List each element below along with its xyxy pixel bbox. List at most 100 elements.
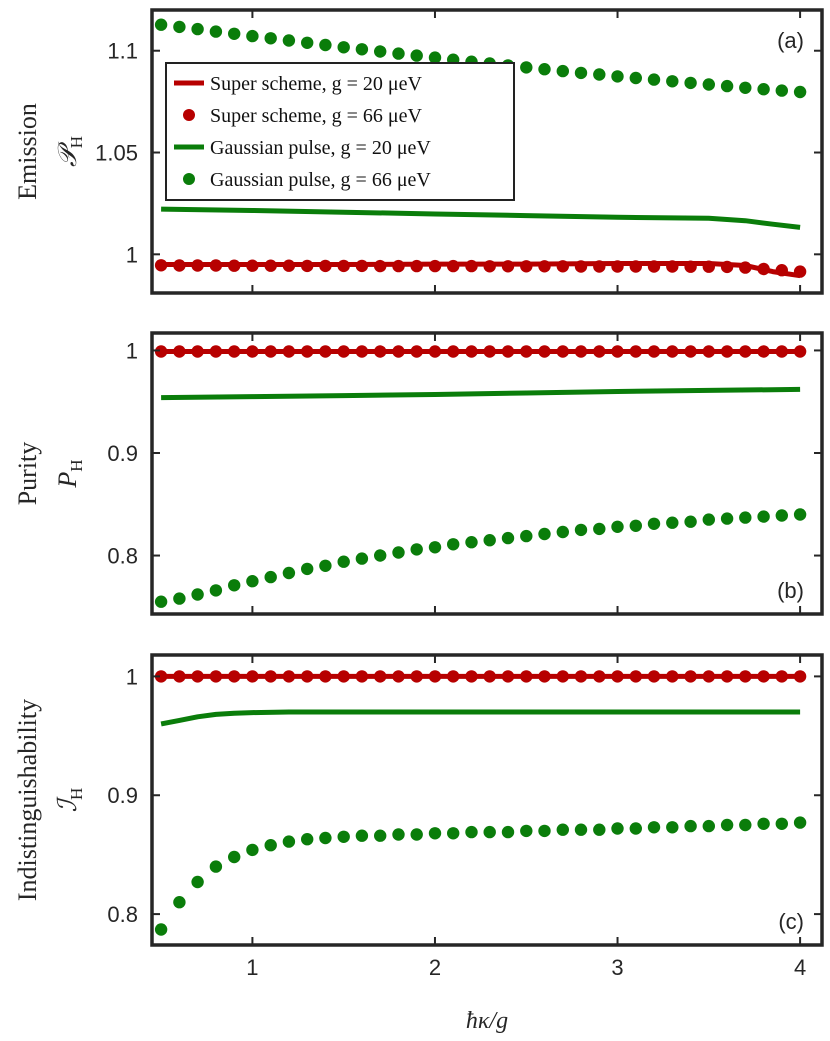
data-point: [538, 670, 551, 683]
data-point: [757, 83, 770, 96]
data-point: [447, 827, 460, 840]
data-point: [191, 259, 204, 272]
data-point: [556, 525, 569, 539]
data-point: [465, 345, 478, 358]
data-point: [520, 345, 533, 358]
data-point: [611, 822, 624, 835]
legend-dot-marker: [183, 109, 195, 121]
legend: Super scheme, g = 20 μeV Super scheme, g …: [165, 62, 515, 201]
data-point: [264, 345, 277, 358]
data-point: [392, 546, 405, 559]
data-point: [684, 260, 697, 273]
data-point: [228, 670, 241, 683]
data-point: [191, 670, 204, 683]
data-point: [282, 259, 296, 272]
data-point: [154, 670, 168, 683]
data-point: [173, 896, 186, 909]
data-point: [647, 260, 661, 273]
data-point: [574, 823, 588, 836]
data-point: [629, 670, 642, 683]
panel-label: (b): [777, 578, 804, 603]
data-point: [154, 595, 168, 608]
data-point: [355, 259, 369, 273]
data-point: [154, 923, 168, 936]
data-point: [739, 261, 752, 274]
data-point: [428, 51, 442, 64]
data-point: [793, 85, 807, 99]
data-point: [556, 64, 569, 78]
data-point: [702, 819, 715, 833]
data-point: [246, 575, 259, 588]
data-point: [574, 66, 588, 80]
data-point: [191, 588, 204, 601]
data-point: [702, 78, 715, 91]
data-point: [246, 259, 259, 272]
data-point: [319, 345, 332, 358]
data-point: [319, 38, 332, 52]
data-point: [520, 260, 533, 273]
data-point: [301, 259, 314, 273]
series-dots-red-g66: [154, 670, 807, 683]
legend-entry-label: Gaussian pulse, g = 20 μeV: [210, 137, 431, 159]
data-point: [282, 566, 296, 580]
data-point: [501, 531, 515, 545]
data-point: [228, 579, 241, 592]
data-point: [647, 670, 661, 683]
data-point: [410, 345, 423, 358]
data-point: [611, 260, 624, 273]
data-point: [520, 670, 533, 683]
data-point: [684, 819, 697, 833]
data-point: [757, 670, 770, 683]
data-point: [282, 670, 296, 683]
data-point: [538, 527, 551, 541]
data-point: [757, 262, 770, 276]
data-point: [246, 670, 259, 683]
x-tick-label: 3: [611, 955, 623, 980]
data-point: [228, 850, 241, 864]
data-point: [337, 345, 350, 358]
data-point: [447, 259, 460, 273]
data-point: [793, 508, 807, 521]
y-tick-label: 1.1: [107, 39, 138, 64]
data-point: [720, 345, 734, 358]
y-axis-label: Emission: [13, 103, 42, 200]
data-point: [611, 520, 624, 533]
data-point: [647, 73, 661, 86]
data-point: [447, 538, 460, 551]
data-point: [739, 670, 752, 683]
data-point: [209, 25, 223, 38]
x-tick-label: 4: [794, 955, 806, 980]
data-point: [337, 555, 350, 568]
data-point: [520, 529, 533, 543]
data-point: [447, 670, 460, 683]
data-point: [355, 670, 369, 683]
data-point: [538, 345, 551, 358]
data-point: [374, 259, 387, 273]
data-point: [666, 260, 679, 273]
data-point: [666, 670, 679, 683]
axes-box: [150, 8, 824, 295]
data-point: [209, 259, 223, 272]
data-point: [228, 259, 241, 272]
data-point: [483, 534, 496, 547]
data-point: [556, 345, 569, 358]
data-point: [392, 670, 405, 683]
data-point: [355, 829, 369, 842]
legend-entry-label: Gaussian pulse, g = 66 μeV: [210, 169, 431, 191]
legend-entry-label: Super scheme, g = 66 μeV: [210, 105, 423, 127]
data-point: [209, 584, 223, 597]
data-point: [739, 81, 752, 95]
data-point: [209, 345, 223, 358]
panel-2: 0.8 0.9 1 (b) Purity PH: [13, 331, 824, 616]
data-point: [702, 513, 715, 526]
data-point: [611, 70, 624, 83]
data-point: [501, 345, 515, 358]
data-point: [629, 345, 642, 358]
data-point: [319, 831, 332, 845]
data-point: [410, 259, 423, 273]
data-point: [154, 18, 168, 31]
data-point: [191, 345, 204, 358]
y-tick-label: 0.8: [107, 544, 138, 569]
y-tick-label: 1: [126, 338, 138, 363]
